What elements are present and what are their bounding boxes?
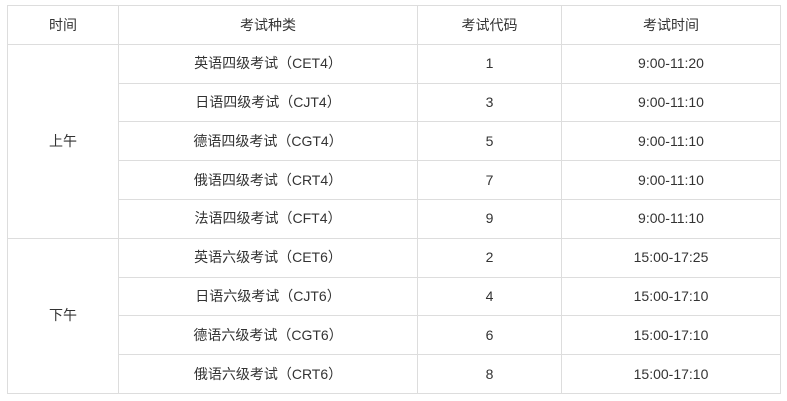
exam-name-cell: 英语四级考试（CET4） bbox=[118, 43, 418, 84]
period-cell-morning: 上午 bbox=[7, 43, 119, 239]
exam-time-cell: 15:00-17:10 bbox=[561, 315, 781, 356]
exam-name-cell: 日语四级考试（CJT4） bbox=[118, 82, 418, 123]
exam-code-cell: 5 bbox=[417, 121, 562, 162]
exam-time-cell: 9:00-11:10 bbox=[561, 121, 781, 162]
exam-name-cell: 英语六级考试（CET6） bbox=[118, 237, 418, 278]
table-row: 俄语四级考试（CRT4） 7 9:00-11:10 bbox=[8, 160, 781, 200]
exam-code-cell: 4 bbox=[417, 276, 562, 317]
exam-time-cell: 15:00-17:10 bbox=[561, 276, 781, 317]
exam-code-cell: 1 bbox=[417, 43, 562, 84]
period-cell-afternoon: 下午 bbox=[7, 237, 119, 394]
table-row: 日语六级考试（CJT6） 4 15:00-17:10 bbox=[8, 276, 781, 317]
exam-code-cell: 6 bbox=[417, 315, 562, 356]
header-cell-exam-type: 考试种类 bbox=[118, 5, 418, 45]
exam-code-cell: 8 bbox=[417, 354, 562, 394]
exam-name-cell: 德语六级考试（CGT6） bbox=[118, 315, 418, 356]
table-header-row: 时间 考试种类 考试代码 考试时间 bbox=[7, 5, 781, 45]
table-row: 法语四级考试（CFT4） 9 9:00-11:10 bbox=[8, 198, 781, 239]
exam-schedule-table: 时间 考试种类 考试代码 考试时间 上午 英语四级考试（CET4） 1 9:00… bbox=[7, 5, 781, 394]
table-row: 上午 英语四级考试（CET4） 1 9:00-11:20 bbox=[7, 43, 781, 239]
exam-time-cell: 9:00-11:10 bbox=[561, 82, 781, 123]
exam-code-cell: 3 bbox=[417, 82, 562, 123]
exam-name-cell: 俄语六级考试（CRT6） bbox=[118, 354, 418, 394]
header-cell-exam-code: 考试代码 bbox=[417, 5, 562, 45]
exam-time-cell: 9:00-11:20 bbox=[561, 43, 781, 84]
exam-time-cell: 15:00-17:10 bbox=[561, 354, 781, 394]
table-row: 俄语六级考试（CRT6） 8 15:00-17:10 bbox=[8, 354, 781, 394]
header-cell-exam-time: 考试时间 bbox=[561, 5, 781, 45]
exam-time-cell: 15:00-17:25 bbox=[561, 237, 781, 278]
exam-name-cell: 日语六级考试（CJT6） bbox=[118, 276, 418, 317]
table-row: 德语六级考试（CGT6） 6 15:00-17:10 bbox=[8, 315, 781, 356]
exam-time-cell: 9:00-11:10 bbox=[561, 198, 781, 239]
exam-name-cell: 法语四级考试（CFT4） bbox=[118, 198, 418, 239]
exam-code-cell: 9 bbox=[417, 198, 562, 239]
table-row: 下午 英语六级考试（CET6） 2 15:00-17:25 bbox=[7, 237, 781, 394]
header-cell-time: 时间 bbox=[7, 5, 119, 45]
exam-name-cell: 德语四级考试（CGT4） bbox=[118, 121, 418, 162]
table-row: 德语四级考试（CGT4） 5 9:00-11:10 bbox=[8, 121, 781, 162]
exam-code-cell: 7 bbox=[417, 160, 562, 200]
table-row: 日语四级考试（CJT4） 3 9:00-11:10 bbox=[8, 82, 781, 123]
exam-code-cell: 2 bbox=[417, 237, 562, 278]
exam-name-cell: 俄语四级考试（CRT4） bbox=[118, 160, 418, 200]
exam-time-cell: 9:00-11:10 bbox=[561, 160, 781, 200]
